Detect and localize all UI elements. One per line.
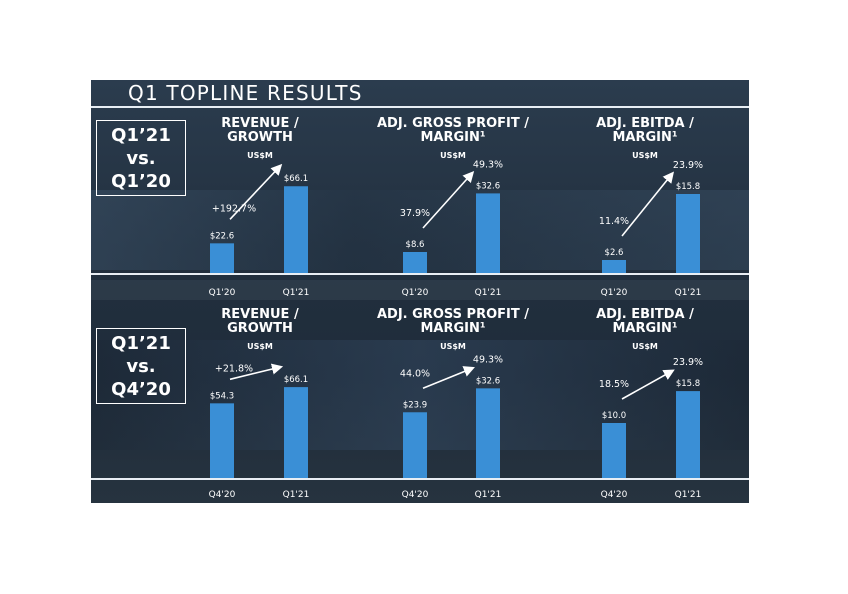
- section-label-line: vs.: [126, 356, 156, 377]
- panel-title: ADJ. GROSS PROFIT / MARGIN¹: [376, 116, 529, 145]
- panel-unit: US$M: [440, 151, 466, 160]
- panel-title: REVENUE / GROWTH: [221, 307, 299, 336]
- margin-label: 44.0%: [400, 368, 430, 379]
- category-tick-label: Q1'20: [601, 288, 628, 298]
- bar: [602, 260, 626, 273]
- bar: [403, 252, 427, 273]
- bar: [676, 391, 700, 478]
- bar: [676, 194, 700, 273]
- bar-charts: $22.6 Q1'20 $66.1 Q1'21 +192.7% $8.6 Q1'20 $32.…: [209, 159, 703, 500]
- bar: [476, 388, 500, 478]
- trend-arrow: [422, 366, 475, 390]
- bar: [602, 423, 626, 478]
- bar-value-label: $66.1: [284, 375, 308, 385]
- bar: [210, 403, 234, 478]
- divider-line: [91, 273, 749, 275]
- bar-value-label: $10.0: [602, 411, 626, 421]
- category-tick-label: Q4'20: [601, 490, 628, 500]
- section-label-line: vs.: [126, 148, 156, 169]
- bar-value-label: $23.9: [403, 400, 427, 410]
- bar-value-label: $66.1: [284, 174, 308, 184]
- slide-title: Q1 TOPLINE RESULTS: [128, 81, 363, 105]
- bar-value-label: $15.8: [676, 379, 700, 389]
- panel-title: REVENUE / GROWTH: [221, 116, 299, 145]
- panel-unit: US$M: [247, 151, 273, 160]
- bar-value-label: $54.3: [210, 391, 234, 401]
- panel-unit: US$M: [247, 342, 273, 351]
- category-tick-label: Q1'21: [475, 490, 502, 500]
- section-label-box: Q1’21 vs. Q1’20: [96, 120, 186, 196]
- section-label-line: Q4’20: [111, 379, 171, 400]
- panel-unit: US$M: [632, 342, 658, 351]
- margin-label: 37.9%: [400, 208, 430, 219]
- bar: [403, 412, 427, 478]
- growth-label: +21.8%: [215, 363, 253, 374]
- trend-arrow: [229, 363, 284, 381]
- margin-label: 23.9%: [673, 357, 703, 368]
- divider-line: [91, 106, 749, 108]
- bar: [476, 193, 500, 273]
- trend-arrow: [621, 369, 675, 400]
- bar-value-label: $32.6: [476, 181, 500, 191]
- category-tick-label: Q1'21: [283, 490, 310, 500]
- section-label-line: Q1’20: [111, 171, 171, 192]
- panel-unit: US$M: [440, 342, 466, 351]
- bar: [284, 186, 308, 273]
- trend-arrow: [229, 163, 283, 220]
- bar-value-label: $8.6: [406, 240, 425, 250]
- panel-title: ADJ. EBITDA / MARGIN¹: [596, 116, 694, 145]
- divider-line: [91, 478, 749, 480]
- growth-label: +192.7%: [212, 203, 256, 214]
- trend-arrow: [621, 171, 675, 237]
- panel-title: ADJ. EBITDA / MARGIN¹: [596, 307, 694, 336]
- category-tick-label: Q1'21: [675, 288, 702, 298]
- margin-label: 11.4%: [599, 216, 629, 227]
- bar: [210, 243, 234, 273]
- slide-background: Q1 TOPLINE RESULTS Q1’21 vs. Q1’20 Q1’21…: [91, 80, 749, 503]
- category-tick-label: Q1'21: [283, 288, 310, 298]
- category-tick-label: Q1'21: [475, 288, 502, 298]
- panel-title: ADJ. GROSS PROFIT / MARGIN¹: [376, 307, 529, 336]
- margin-label: 18.5%: [599, 379, 629, 390]
- bar: [284, 387, 308, 478]
- section-label-line: Q1’21: [111, 333, 171, 354]
- category-tick-label: Q4'20: [209, 490, 236, 500]
- section-label-box: Q1’21 vs. Q4’20: [96, 328, 186, 404]
- margin-label: 23.9%: [673, 160, 703, 171]
- trend-arrow: [422, 171, 475, 229]
- bar-value-label: $2.6: [605, 248, 624, 258]
- bar-value-label: $32.6: [476, 376, 500, 386]
- panel-unit: US$M: [632, 151, 658, 160]
- category-tick-label: Q4'20: [402, 490, 429, 500]
- margin-label: 49.3%: [473, 159, 503, 170]
- background-photo-band: [91, 280, 749, 300]
- bar-value-label: $15.8: [676, 182, 700, 192]
- margin-label: 49.3%: [473, 354, 503, 365]
- section-label-line: Q1’21: [111, 125, 171, 146]
- bar-value-label: $22.6: [210, 231, 234, 241]
- category-tick-label: Q1'21: [675, 490, 702, 500]
- category-tick-label: Q1'20: [209, 288, 236, 298]
- category-tick-label: Q1'20: [402, 288, 429, 298]
